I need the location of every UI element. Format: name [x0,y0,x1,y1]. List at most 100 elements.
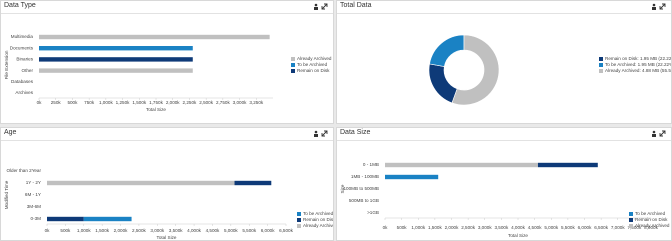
x-tick-label: 6,000k [578,225,592,230]
x-tick-label: 2,500k [461,225,475,230]
x-tick-label: 1,250k [116,100,130,105]
chart: 0k 500k 1,000k 1,500k 2,000k 2,500k 3,000k 3,50… [4,168,334,240]
legend-swatch [291,69,295,73]
y-tick-label: 0-3M [31,216,42,221]
y-tick-label: Multimedia [11,34,34,39]
x-tick-label: 5,000k [224,228,238,233]
legend-label: To be Archived [635,211,666,216]
bar-segment [39,34,270,40]
legend-label: Already Archived [635,223,670,228]
x-tick-label: 1,000k [77,228,91,233]
legend-swatch [291,63,295,67]
x-tick-label: 7,000k [611,225,625,230]
x-tick-label: 2,750k [216,100,230,105]
bar-segment [47,216,84,222]
y-tick-label: Binaries [16,57,33,62]
y-tick-label: 0 - 1MB [363,162,379,167]
x-tick-label: 250k [51,100,62,105]
panel-title: Age [4,129,17,136]
x-tick-label: 1,000k [99,100,113,105]
legend-label: To be Archived: 1.95 MB (22.22%) [605,62,672,67]
x-axis-label: Total Size [508,233,528,238]
bar-segment [39,46,193,51]
x-tick-label: 4,500k [206,228,220,233]
x-tick-label: 750k [84,100,95,105]
x-tick-label: 4,000k [187,228,201,233]
y-tick-label: Other [22,68,34,73]
legend-label: To be Archived [297,62,328,67]
y-axis-label: File Extension [4,50,9,79]
bar-segment [234,180,272,186]
x-tick-label: 3,000k [150,228,164,233]
x-tick-label: 4,000k [511,225,525,230]
x-tick-label: 2,250k [183,100,197,105]
y-tick-label: Archives [15,90,33,95]
legend-swatch [297,212,301,216]
x-tick-label: 2,000k [445,225,459,230]
legend-swatch [629,212,633,216]
chart: 0k 250k 500k 750k 1,000k 1,250k 1,500k 1,750k 2,… [4,34,332,112]
x-tick-label: 5,000k [544,225,558,230]
x-tick-label: 8,000k [644,225,658,230]
legend-swatch [599,63,603,67]
legend-swatch [599,69,603,73]
panel-header: Data Type [1,1,333,14]
pie-slice [428,63,458,104]
legend-swatch [599,57,603,61]
legend-label: Remain on Disk [635,217,668,222]
legend-swatch [629,224,633,228]
legend-label: Already Archived [297,56,332,61]
x-tick-label: 7,500k [627,225,641,230]
legend-label: Already Archived [303,223,334,228]
y-axis-label: Size [340,184,345,193]
x-tick-label: 2,500k [199,100,213,105]
pie-slice [429,34,465,67]
x-tick-label: 4,500k [528,225,542,230]
panel-icons[interactable] [313,130,329,137]
legend-swatch [291,57,295,61]
bar-segment [83,216,132,222]
chart: 0k 500k 1,000k 1,500k 2,000k 2,500k 3,000k 3,50… [340,162,670,238]
panel: Data Type 0k 250k 500k 750k 1,000k 1,250k 1,50… [0,0,334,124]
y-tick-label: Older than 2Year [6,168,41,173]
panel: Data Size 0k 500k 1,000k 1,500k 2,000k 2,500k… [336,127,672,241]
x-tick-label: 500k [67,100,78,105]
panel-title: Total Data [340,2,372,9]
x-tick-label: 3,500k [169,228,183,233]
bar-segment [537,162,598,168]
legend-label: Already Archived: 4.88 MB (55.56%) [605,68,672,73]
x-tick-label: 1,000k [411,225,425,230]
panel-header: Data Size [337,128,671,141]
legend-label: To be Archived [303,211,334,216]
legend-label: Remain on Disk [303,217,334,222]
panel-icons[interactable] [651,3,667,10]
x-tick-label: 0k [37,100,43,105]
chart: Remain on Disk: 1.95 MB (22.22%)To be Ar… [428,34,672,106]
x-tick-label: 0k [45,228,51,233]
x-tick-label: 2,000k [114,228,128,233]
bar-segment [39,68,193,73]
panel: Age 0k 500k 1,000k 1,500k 2,000k 2,500k 3,000k… [0,127,334,241]
y-tick-label: Documents [10,45,34,50]
bar-segment [385,162,538,168]
bar-segment [385,174,439,180]
panel-header: Age [1,128,333,141]
legend-swatch [297,224,301,228]
x-tick-label: 1,500k [428,225,442,230]
x-tick-label: 1,500k [132,100,146,105]
x-axis-label: Total Size [146,107,166,112]
y-tick-label: 6M - 1Y [25,192,41,197]
x-tick-label: 500k [397,225,408,230]
legend-swatch [629,218,633,222]
panel-icons[interactable] [313,3,329,10]
y-tick-label: 500MB to 1GB [349,198,379,203]
legend-swatch [297,218,301,222]
panel-title: Data Type [4,2,36,9]
x-tick-label: 3,500k [494,225,508,230]
y-tick-label: 1Y - 2Y [26,180,41,185]
legend-label: Remain on Disk [297,68,330,73]
bar-segment [47,180,235,186]
y-tick-label: >1GB [367,210,379,215]
panel-icons[interactable] [651,130,667,137]
